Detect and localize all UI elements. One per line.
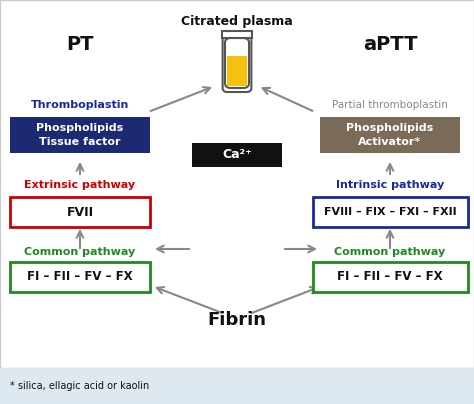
FancyBboxPatch shape [10,117,150,153]
FancyBboxPatch shape [320,117,460,153]
FancyBboxPatch shape [222,31,252,38]
Text: Fibrin: Fibrin [208,311,266,329]
Text: Thromboplastin: Thromboplastin [31,100,129,110]
Text: FI – FII – FV – FX: FI – FII – FV – FX [337,271,443,284]
Text: * silica, ellagic acid or kaolin: * silica, ellagic acid or kaolin [10,381,149,391]
FancyBboxPatch shape [10,262,150,292]
Text: aPTT: aPTT [363,36,417,55]
Text: Common pathway: Common pathway [334,247,446,257]
FancyBboxPatch shape [0,368,474,404]
FancyBboxPatch shape [312,197,467,227]
Text: FVIII – FIX – FXI – FXII: FVIII – FIX – FXI – FXII [324,207,456,217]
Text: Intrinsic pathway: Intrinsic pathway [336,180,444,190]
Text: Citrated plasma: Citrated plasma [181,15,293,28]
Text: Phospholipids
Tissue factor: Phospholipids Tissue factor [36,123,124,147]
Text: Ca²⁺: Ca²⁺ [222,149,252,162]
FancyBboxPatch shape [10,197,150,227]
Text: Partial thromboplastin: Partial thromboplastin [332,100,448,110]
Text: Common pathway: Common pathway [24,247,136,257]
Text: FVII: FVII [66,206,93,219]
FancyBboxPatch shape [227,56,247,86]
Text: PT: PT [66,36,94,55]
FancyBboxPatch shape [192,143,282,167]
Text: Extrinsic pathway: Extrinsic pathway [25,180,136,190]
FancyBboxPatch shape [312,262,467,292]
Text: FI – FII – FV – FX: FI – FII – FV – FX [27,271,133,284]
Text: Phospholipids
Activator*: Phospholipids Activator* [346,123,434,147]
FancyBboxPatch shape [0,0,474,368]
